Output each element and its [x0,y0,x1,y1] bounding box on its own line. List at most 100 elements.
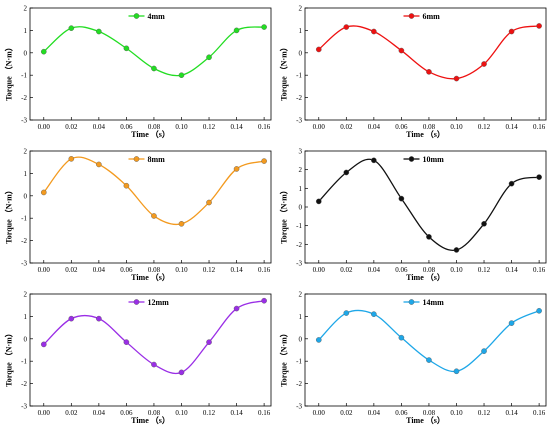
x-tick-label: 0.14 [230,266,243,274]
y-tick-label: 2 [24,5,28,13]
x-tick-label: 0.10 [450,266,463,274]
y-tick-label: 1 [24,170,28,178]
x-tick-label: 0.06 [395,409,408,417]
data-point [151,213,157,219]
y-tick-label: -1 [296,222,302,230]
data-point [40,341,47,348]
x-tick-label: 0.12 [478,123,491,131]
x-tick-label: 0.08 [423,409,436,417]
x-tick-label: 0.02 [65,123,78,131]
x-tick-label: 0.10 [175,409,188,417]
data-point [68,315,75,322]
x-tick-label: 0.06 [120,266,133,274]
legend-label: 6mm [423,12,441,21]
legend-swatch-marker [408,156,415,162]
data-point [68,156,75,162]
x-tick-label: 0.00 [313,123,326,131]
data-point [123,339,130,345]
y-tick-label: 3 [299,148,303,156]
chart-svg: -3 -2 -1 0 1 2 0.00 0.02 0.04 0.06 0.08 0.10 0.12 0.1… [296,5,547,131]
data-point [40,189,47,196]
chart-panel-10mm: Torque （N·m） Time （s） -3 -2 -1 0 1 2 3 0.00 0.02… [275,143,550,286]
data-point [178,221,185,227]
data-point [233,27,240,34]
legend-label: 14mm [423,298,445,307]
x-tick-label: 0.12 [203,266,216,274]
x-tick-label: 0.00 [38,409,51,417]
chart-svg: -3 -2 -1 0 1 2 0.00 0.02 0.04 0.06 0.08 0.10 0.12 0.1… [296,291,547,417]
x-tick-label: 0.16 [258,409,271,417]
chart-panel-4mm: Torque （N·m） Time （s） -3 -2 -1 0 1 2 0.00 0.02 0… [0,0,275,143]
legend-swatch-marker [408,299,415,305]
x-tick-label: 0.16 [533,123,546,131]
y-tick-label: -2 [21,94,27,102]
x-tick-label: 0.08 [423,266,436,274]
x-tick-label: 0.10 [450,409,463,417]
data-point [261,24,267,30]
y-tick-label: -1 [296,358,302,366]
data-point [206,54,212,61]
x-tick-label: 0.10 [175,266,188,274]
data-point [536,307,542,314]
y-tick-label: -3 [21,117,27,125]
data-point [96,161,102,168]
chart-panel-12mm: Torque （N·m） Time （s） -3 -2 -1 0 1 2 0.00 0.02 0… [0,286,275,429]
y-tick-label: 1 [299,313,303,321]
x-tick-label: 0.04 [93,266,106,274]
y-tick-label: -2 [296,380,302,388]
data-point [123,45,130,52]
y-tick-label: 2 [24,291,28,299]
data-point [315,337,322,343]
y-tick-label: 1 [299,27,303,35]
x-tick-label: 0.02 [340,123,353,131]
data-point [206,339,212,345]
x-tick-label: 0.16 [533,266,546,274]
x-tick-label: 0.00 [313,266,326,274]
y-tick-label: 2 [299,5,303,13]
x-tick-label: 0.14 [505,266,518,274]
y-tick-label: 0 [299,204,303,212]
x-tick-label: 0.14 [505,123,518,131]
y-tick-label: -2 [21,380,27,388]
y-tick-label: 0 [24,49,28,57]
data-point [453,247,460,253]
plot-frame [304,7,547,121]
data-point [481,61,487,67]
y-tick-label: -2 [21,237,27,245]
y-tick-label: -2 [296,241,302,249]
data-point [426,69,432,75]
y-tick-label: -3 [296,260,302,268]
plot-frame [29,150,272,264]
x-tick-label: 0.10 [175,123,188,131]
legend-swatch-marker [133,13,140,19]
legend-label: 10mm [423,155,445,164]
data-point [536,174,542,180]
data-point [343,24,350,30]
data-point [371,311,377,317]
x-axis-label: Time （s） [131,416,170,425]
x-tick-label: 0.04 [93,123,106,131]
legend-swatch-marker [408,13,415,19]
x-tick-label: 0.00 [38,123,51,131]
chart-svg: -3 -2 -1 0 1 2 0.00 0.02 0.04 0.06 0.08 0.10 0.12 0.1… [21,291,272,417]
data-point [178,369,185,376]
x-tick-label: 0.14 [505,409,518,417]
x-axis-label: Time （s） [406,416,445,425]
data-point [453,75,460,82]
x-tick-label: 0.12 [203,409,216,417]
data-point [536,23,542,29]
x-tick-label: 0.10 [450,123,463,131]
data-point [40,48,47,55]
data-point [68,25,75,31]
x-tick-label: 0.12 [478,266,491,274]
y-tick-label: -1 [296,72,302,80]
y-tick-label: 2 [299,291,303,299]
x-tick-label: 0.06 [395,266,408,274]
chart-panel-14mm: Torque （N·m） Time （s） -3 -2 -1 0 1 2 0.00 0.02 0… [275,286,550,429]
plot-frame [29,7,272,121]
y-tick-label: -1 [21,215,27,223]
data-point [371,157,377,164]
data-point [315,46,322,53]
legend-label: 4mm [148,12,166,21]
